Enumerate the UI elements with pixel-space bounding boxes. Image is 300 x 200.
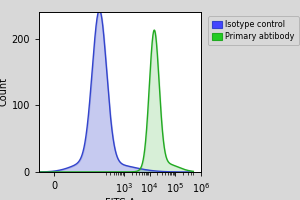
Legend: Isotype control, Primary abtibody: Isotype control, Primary abtibody [208,16,298,45]
Y-axis label: Count: Count [0,77,9,106]
X-axis label: FITC-A: FITC-A [105,198,135,200]
